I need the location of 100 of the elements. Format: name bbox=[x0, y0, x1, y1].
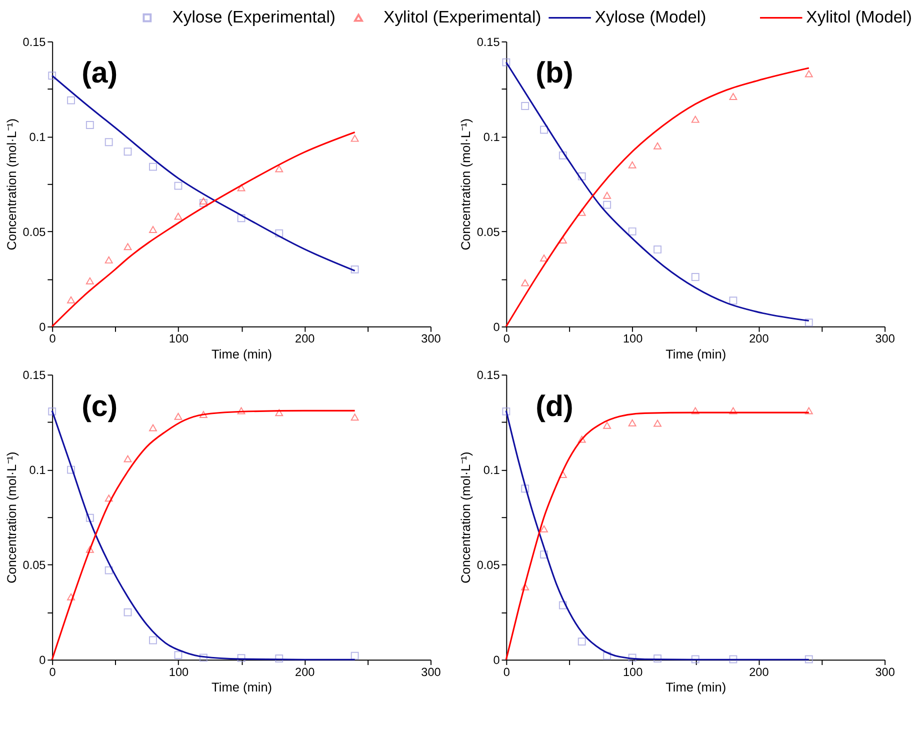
point bbox=[558, 151, 567, 160]
point bbox=[67, 296, 75, 304]
point bbox=[275, 409, 284, 416]
y-tick-label: 0.15 bbox=[22, 36, 46, 49]
point bbox=[174, 182, 182, 190]
point bbox=[149, 636, 157, 644]
y-tick-label: 0 bbox=[493, 320, 500, 334]
x-tick-label: 300 bbox=[875, 666, 896, 679]
x-tick-label: 0 bbox=[49, 666, 56, 679]
x-tick-label: 0 bbox=[503, 332, 510, 346]
x-axis-title: Time (min) bbox=[666, 680, 726, 695]
point bbox=[104, 256, 113, 264]
point bbox=[67, 96, 75, 104]
y-tick-label: 0.1 bbox=[29, 464, 46, 478]
legend-label: Xylitol (Experimental) bbox=[384, 8, 542, 27]
y-tick-label: 0.05 bbox=[22, 559, 46, 572]
point bbox=[86, 546, 94, 553]
x-tick-label: 100 bbox=[168, 332, 189, 346]
y-tick-label: 0.1 bbox=[29, 130, 46, 144]
y-axis-title: Concentration (mol·L⁻¹) bbox=[4, 118, 19, 250]
x-tick-label: 200 bbox=[295, 666, 316, 679]
y-axis-title: Concentration (mol·L⁻¹) bbox=[458, 118, 473, 250]
point bbox=[521, 484, 530, 493]
point bbox=[67, 466, 75, 474]
point bbox=[174, 651, 182, 660]
annotation: (d) bbox=[536, 390, 574, 423]
annotation: (c) bbox=[82, 390, 118, 423]
x-tick-label: 300 bbox=[875, 332, 896, 346]
point bbox=[275, 165, 284, 172]
point bbox=[502, 58, 510, 66]
y-tick-label: 0.15 bbox=[476, 369, 500, 382]
y-axis-title: Concentration (mol·L⁻¹) bbox=[4, 452, 19, 584]
y-tick-label: 0.15 bbox=[22, 369, 46, 382]
x-tick-label: 200 bbox=[749, 332, 770, 346]
point bbox=[628, 654, 636, 662]
point bbox=[237, 214, 246, 222]
point bbox=[578, 436, 586, 443]
x-tick-label: 200 bbox=[749, 666, 770, 679]
x-axis-title: Time (min) bbox=[212, 680, 272, 695]
point bbox=[804, 655, 813, 664]
point bbox=[86, 121, 94, 129]
x-tick-label: 0 bbox=[49, 332, 56, 346]
point bbox=[275, 229, 284, 238]
point bbox=[48, 407, 56, 416]
point bbox=[804, 407, 813, 414]
point bbox=[654, 142, 662, 150]
point bbox=[104, 494, 113, 502]
point bbox=[350, 652, 359, 660]
point bbox=[578, 172, 586, 180]
point bbox=[603, 652, 612, 660]
point bbox=[174, 412, 182, 420]
point bbox=[603, 422, 612, 429]
annotation: (b) bbox=[536, 56, 574, 90]
point bbox=[628, 419, 636, 426]
point bbox=[149, 424, 157, 432]
point bbox=[628, 227, 636, 236]
point bbox=[729, 296, 738, 305]
x-axis-title: Time (min) bbox=[666, 346, 726, 362]
point bbox=[540, 550, 548, 559]
point bbox=[729, 407, 738, 414]
legend-label: Xylose (Model) bbox=[594, 8, 706, 27]
y-axis-title: Concentration (mol·L⁻¹) bbox=[458, 452, 473, 584]
x-tick-label: 100 bbox=[168, 666, 189, 679]
point bbox=[691, 116, 700, 123]
point bbox=[729, 655, 738, 664]
point bbox=[691, 655, 700, 664]
x-tick-label: 300 bbox=[421, 666, 442, 679]
point bbox=[578, 638, 586, 646]
annotation: (a) bbox=[82, 56, 118, 90]
point bbox=[691, 407, 700, 414]
point bbox=[124, 148, 132, 156]
point bbox=[86, 514, 94, 522]
x-axis-title: Time (min) bbox=[212, 346, 272, 362]
point bbox=[628, 161, 636, 168]
x-tick-label: 300 bbox=[421, 332, 442, 346]
point bbox=[603, 200, 612, 209]
point bbox=[104, 138, 113, 146]
point bbox=[804, 70, 813, 78]
point bbox=[174, 212, 182, 220]
y-tick-label: 0.05 bbox=[22, 226, 46, 239]
point bbox=[199, 654, 208, 662]
point bbox=[350, 265, 359, 274]
y-tick-label: 0 bbox=[39, 654, 46, 668]
point bbox=[124, 243, 132, 250]
y-tick-label: 0.05 bbox=[476, 226, 500, 239]
legend-label: Xylitol (Model) bbox=[806, 8, 912, 27]
point bbox=[654, 420, 662, 427]
point bbox=[691, 273, 700, 281]
point bbox=[654, 654, 662, 662]
point bbox=[124, 608, 132, 616]
x-tick-label: 0 bbox=[503, 666, 510, 679]
point bbox=[603, 192, 612, 199]
point bbox=[199, 410, 208, 418]
point bbox=[350, 134, 359, 142]
point bbox=[804, 318, 813, 327]
point bbox=[502, 407, 510, 416]
point bbox=[540, 525, 548, 532]
y-tick-label: 0.05 bbox=[476, 559, 500, 572]
point bbox=[654, 246, 662, 254]
point bbox=[275, 654, 284, 662]
